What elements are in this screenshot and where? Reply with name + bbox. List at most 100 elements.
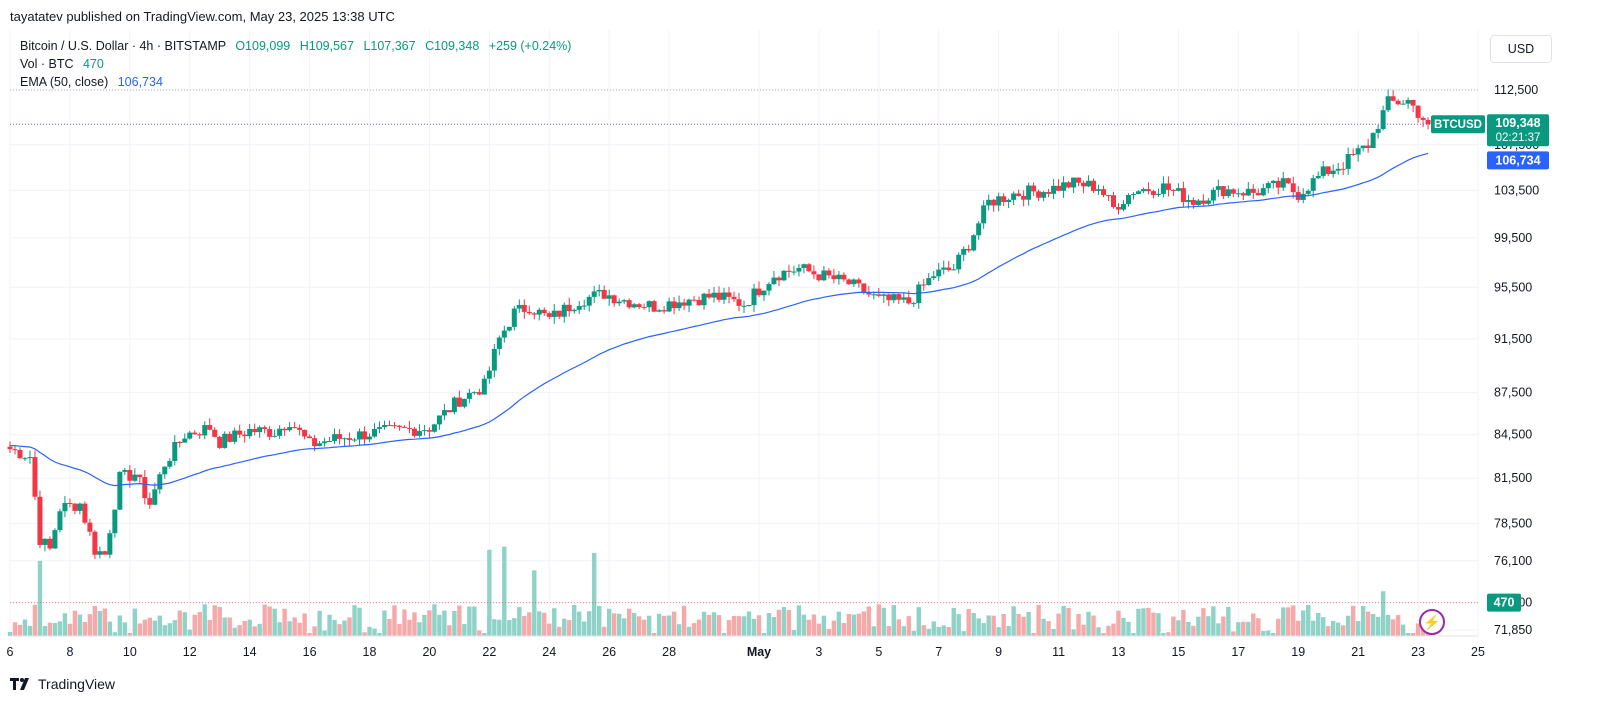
volume-bar: [1036, 604, 1041, 636]
candle-body: [142, 477, 148, 499]
candle-body: [1155, 193, 1161, 195]
tradingview-logo-icon: [10, 678, 29, 690]
x-tick-label: 23: [1411, 645, 1425, 659]
candle-body: [546, 313, 552, 317]
candle-body: [157, 474, 163, 490]
candle-body: [506, 326, 512, 331]
volume-bar: [422, 614, 427, 636]
volume-bar: [457, 605, 462, 636]
volume-bar: [172, 620, 177, 636]
candle-body: [182, 438, 188, 443]
volume-bar: [482, 633, 487, 636]
candle-body: [1026, 185, 1032, 200]
volume-bar: [1196, 616, 1201, 636]
candle-body: [152, 489, 158, 505]
x-tick-label: 3: [815, 645, 822, 659]
x-tick-label: 16: [303, 645, 317, 659]
candle-body: [596, 289, 602, 292]
volume-bar: [137, 623, 143, 636]
candle-body: [1180, 188, 1186, 202]
volume-bar: [1400, 624, 1406, 636]
volume-bar: [1301, 610, 1306, 636]
candle-body: [986, 199, 992, 206]
volume-bar: [1076, 614, 1081, 636]
candle-body: [67, 502, 73, 504]
volume-bar: [352, 605, 357, 636]
candle-body: [411, 428, 417, 436]
y-tick-label: 87,500: [1494, 386, 1532, 400]
volume-bar: [621, 618, 627, 636]
volume-bar: [387, 618, 392, 636]
tradingview-logo[interactable]: TradingView: [10, 676, 115, 692]
candle-body: [97, 551, 103, 555]
legend-vol-label[interactable]: Vol · BTC: [20, 57, 74, 71]
volume-bar: [826, 628, 832, 636]
candle-body: [82, 503, 88, 523]
volume-bar: [996, 627, 1001, 636]
candle-body: [716, 292, 722, 300]
candle-body: [1310, 178, 1316, 191]
volume-bar: [377, 633, 382, 636]
candle-body: [926, 278, 932, 285]
candle-body: [1041, 192, 1047, 198]
candle-body: [671, 301, 677, 309]
candle-body: [1300, 193, 1306, 200]
candle-body: [376, 427, 382, 429]
volume-bar: [1266, 630, 1271, 636]
candle-body: [362, 431, 368, 440]
candle-body: [1395, 100, 1401, 105]
candle-body: [107, 533, 113, 555]
volume-bar: [282, 608, 287, 636]
ema-line: [9, 152, 1429, 487]
volume-bar: [731, 615, 737, 636]
volume-bar: [1370, 613, 1376, 636]
candle-body: [1400, 103, 1406, 105]
candle-body: [272, 435, 278, 437]
candle-body: [1175, 188, 1181, 191]
boost-icon[interactable]: ⚡: [1419, 609, 1445, 635]
volume-bar: [472, 606, 477, 636]
volume-bar: [287, 621, 292, 636]
candle-body: [976, 223, 982, 236]
volume-bar: [741, 616, 747, 636]
candle-body: [352, 439, 358, 441]
candle-body: [112, 509, 118, 534]
legend-symbol[interactable]: Bitcoin / U.S. Dollar · 4h · BITSTAMP: [20, 39, 226, 53]
volume-bar: [691, 623, 697, 636]
chart-canvas[interactable]: 112,500107,500103,50099,50095,50091,5008…: [0, 30, 1600, 670]
volume-bar: [611, 613, 617, 636]
volume-bar: [761, 633, 767, 636]
volume-bar: [217, 606, 222, 636]
candle-body: [481, 378, 487, 395]
volume-bar: [337, 624, 342, 636]
volume-bar: [187, 629, 192, 636]
volume-bar: [921, 625, 926, 636]
volume-bar: [1216, 623, 1221, 636]
volume-bar: [1131, 633, 1136, 636]
candle-body: [711, 292, 717, 298]
candle-body: [1170, 189, 1176, 191]
volume-bar: [1051, 628, 1056, 636]
volume-bar: [606, 608, 612, 636]
volume-bar: [497, 619, 502, 636]
volume-bar: [601, 626, 607, 636]
volume-bar: [27, 625, 33, 636]
volume-bar: [577, 611, 582, 636]
candle-body: [1215, 186, 1221, 190]
volume-bar: [836, 611, 842, 636]
volume-bar: [966, 609, 971, 636]
candle-body: [172, 442, 178, 462]
candle-body: [496, 337, 502, 349]
candle-body: [1230, 189, 1236, 194]
ema-price-label: 106,734: [1495, 153, 1540, 167]
currency-button[interactable]: USD: [1490, 35, 1552, 63]
candle-body: [57, 511, 63, 531]
y-tick-label: 78,500: [1494, 516, 1532, 530]
legend-ema-label[interactable]: EMA (50, close): [20, 75, 109, 89]
candles: [7, 89, 1431, 559]
candle-body: [721, 292, 727, 300]
candle-body: [192, 432, 198, 435]
candle-body: [556, 310, 562, 317]
volume-bar: [417, 622, 422, 636]
volume-bar: [976, 618, 981, 636]
